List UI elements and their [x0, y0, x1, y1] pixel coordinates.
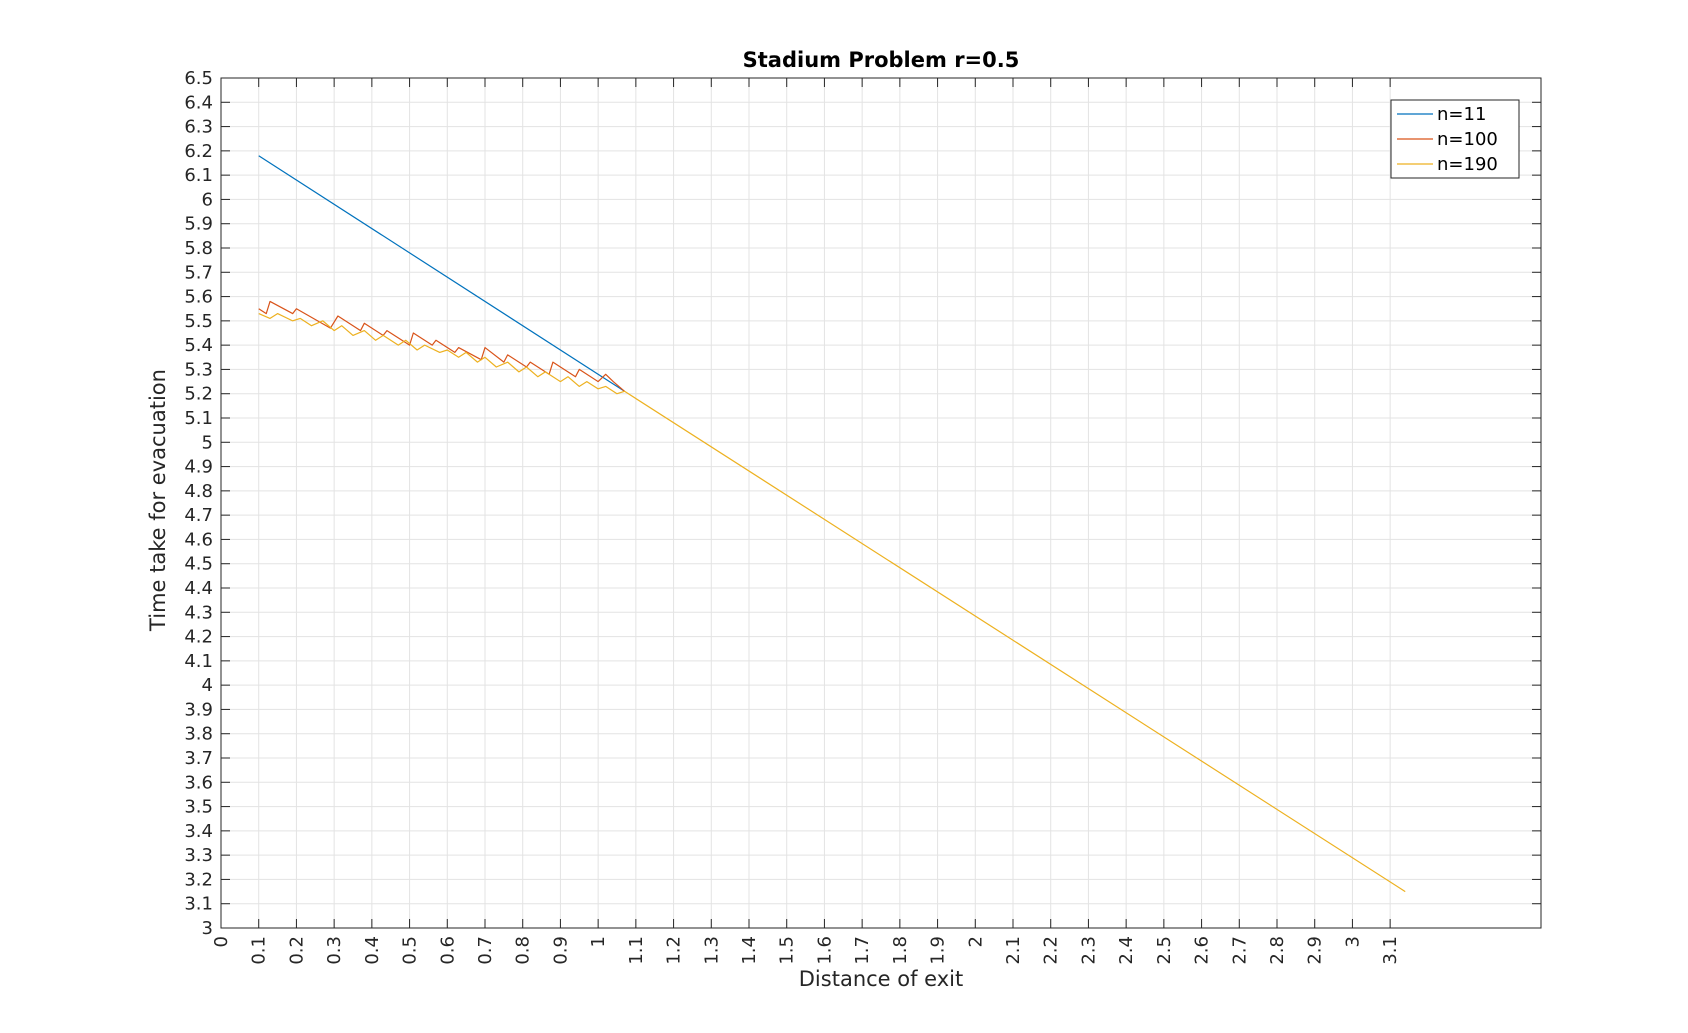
x-tick-label: 2.9 — [1305, 936, 1326, 965]
x-tick-label: 0.5 — [400, 936, 421, 965]
y-tick-label: 3.9 — [184, 699, 213, 720]
x-tick-label: 0.1 — [249, 936, 270, 965]
legend-entry: n=11 — [1437, 104, 1486, 125]
y-tick-label: 5.2 — [184, 384, 213, 405]
y-tick-label: 5.1 — [184, 408, 213, 429]
x-tick-label: 3.1 — [1380, 936, 1401, 965]
series-line-3 — [258, 312, 1406, 893]
plot-area — [221, 78, 1541, 928]
x-tick-label: 1.3 — [701, 936, 722, 965]
y-tick-label: 4.1 — [184, 651, 213, 672]
y-tick-label: 4.9 — [184, 457, 213, 478]
axis-ticks — [220, 77, 1541, 929]
x-tick-label: 2.4 — [1116, 936, 1137, 965]
x-tick-label: 1.9 — [928, 936, 949, 965]
x-tick-label: 1.5 — [777, 936, 798, 965]
x-tick-label: 0 — [211, 936, 232, 947]
x-tick-label: 0.3 — [324, 936, 345, 965]
y-tick-label: 3.1 — [184, 894, 213, 915]
y-tick-label: 3.4 — [184, 821, 213, 842]
x-tick-labels: 0 0.1 0.2 0.3 0.4 0.5 0.6 0.7 0.8 0.9 1 1.1 1.2 1.3 1.… — [211, 936, 1401, 965]
y-tick-label: 4.6 — [184, 529, 213, 550]
y-tick-label: 4.2 — [184, 627, 213, 648]
x-tick-label: 1.6 — [814, 936, 835, 965]
y-tick-label: 3.7 — [184, 748, 213, 769]
x-tick-label: 1.1 — [626, 936, 647, 965]
y-tick-label: 6.1 — [184, 165, 213, 186]
x-tick-label: 1.7 — [852, 936, 873, 965]
x-tick-label: 0.7 — [475, 936, 496, 965]
y-tick-label: 3.3 — [184, 845, 213, 866]
y-tick-label: 6.5 — [184, 68, 213, 89]
y-axis-label: Time take for evacuation — [146, 369, 170, 632]
x-tick-label: 2.2 — [1041, 936, 1062, 965]
y-tick-label: 3 — [202, 918, 213, 939]
y-tick-label: 5.4 — [184, 335, 213, 356]
x-axis-label: Distance of exit — [799, 967, 963, 991]
series-line-2 — [258, 300, 625, 392]
y-tick-label: 4.8 — [184, 481, 213, 502]
y-tick-label: 3.6 — [184, 772, 213, 793]
x-tick-label: 0.9 — [550, 936, 571, 965]
y-tick-label: 5.7 — [184, 262, 213, 283]
x-tick-label: 0.4 — [362, 936, 383, 965]
x-tick-label: 2.1 — [1003, 936, 1024, 965]
y-tick-label: 4.4 — [184, 578, 213, 599]
y-tick-labels: 3 3.1 3.2 3.3 3.4 3.5 3.6 3.7 3.8 3.9 4 4.1 4.2 4.3 4.… — [184, 68, 213, 939]
x-tick-label: 2.7 — [1229, 936, 1250, 965]
series-line-1 — [258, 155, 625, 392]
grid-lines — [220, 77, 1541, 929]
y-tick-label: 6.4 — [184, 92, 213, 113]
y-tick-label: 3.8 — [184, 724, 213, 745]
x-tick-label: 1.8 — [890, 936, 911, 965]
y-tick-label: 5.8 — [184, 238, 213, 259]
x-tick-label: 3 — [1342, 936, 1363, 947]
y-tick-label: 4.7 — [184, 505, 213, 526]
y-tick-label: 5.5 — [184, 311, 213, 332]
legend: n=11 n=100 n=190 — [1390, 99, 1520, 179]
y-tick-label: 3.5 — [184, 797, 213, 818]
legend-entry: n=100 — [1437, 129, 1498, 150]
x-tick-label: 1.2 — [664, 936, 685, 965]
x-tick-label: 0.8 — [513, 936, 534, 965]
data-series — [258, 155, 1406, 893]
x-tick-label: 2.3 — [1078, 936, 1099, 965]
y-tick-label: 6 — [202, 189, 213, 210]
y-tick-label: 4.3 — [184, 602, 213, 623]
y-tick-label: 6.3 — [184, 117, 213, 138]
chart-title: Stadium Problem r=0.5 — [743, 48, 1020, 72]
y-tick-label: 3.2 — [184, 869, 213, 890]
x-tick-label: 1 — [588, 936, 609, 947]
x-tick-label: 2.5 — [1154, 936, 1175, 965]
legend-entry: n=190 — [1437, 154, 1498, 175]
y-tick-label: 6.2 — [184, 141, 213, 162]
x-tick-label: 2.6 — [1192, 936, 1213, 965]
x-tick-label: 0.2 — [286, 936, 307, 965]
x-tick-label: 1.4 — [739, 936, 760, 965]
y-tick-label: 5.6 — [184, 287, 213, 308]
x-tick-label: 2.8 — [1267, 936, 1288, 965]
y-tick-label: 5 — [202, 432, 213, 453]
y-tick-label: 5.3 — [184, 359, 213, 380]
y-tick-label: 4 — [202, 675, 213, 696]
x-tick-label: 0.6 — [437, 936, 458, 965]
y-tick-label: 4.5 — [184, 554, 213, 575]
x-tick-label: 2 — [965, 936, 986, 947]
y-tick-label: 5.9 — [184, 214, 213, 235]
plot-frame — [220, 77, 1542, 929]
